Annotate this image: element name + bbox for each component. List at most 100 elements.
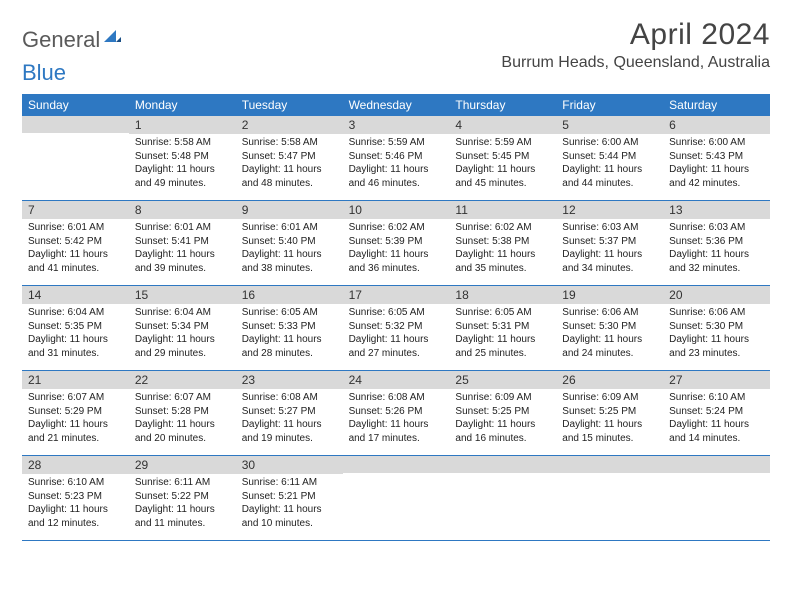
day-details: Sunrise: 5:58 AMSunset: 5:48 PMDaylight:… <box>129 134 236 194</box>
sunrise-line: Sunrise: 5:58 AM <box>242 136 337 150</box>
day-details: Sunrise: 6:08 AMSunset: 5:26 PMDaylight:… <box>343 389 450 449</box>
location-text: Burrum Heads, Queensland, Australia <box>501 54 770 72</box>
daylight-line: Daylight: 11 hours and 20 minutes. <box>135 418 230 445</box>
sunrise-line: Sunrise: 5:59 AM <box>455 136 550 150</box>
day-details: Sunrise: 6:09 AMSunset: 5:25 PMDaylight:… <box>556 389 663 449</box>
day-cell: 20Sunrise: 6:06 AMSunset: 5:30 PMDayligh… <box>663 286 770 370</box>
day-cell <box>449 456 556 540</box>
sunrise-line: Sunrise: 6:09 AM <box>562 391 657 405</box>
sunrise-line: Sunrise: 6:05 AM <box>455 306 550 320</box>
sail-icon <box>102 24 122 50</box>
day-details: Sunrise: 6:05 AMSunset: 5:31 PMDaylight:… <box>449 304 556 364</box>
sunrise-line: Sunrise: 6:02 AM <box>349 221 444 235</box>
daylight-line: Daylight: 11 hours and 23 minutes. <box>669 333 764 360</box>
weekday-header: Tuesday <box>236 94 343 116</box>
day-details: Sunrise: 6:02 AMSunset: 5:39 PMDaylight:… <box>343 219 450 279</box>
sunset-line: Sunset: 5:35 PM <box>28 320 123 334</box>
daylight-line: Daylight: 11 hours and 31 minutes. <box>28 333 123 360</box>
sunrise-line: Sunrise: 6:01 AM <box>242 221 337 235</box>
week-row: 14Sunrise: 6:04 AMSunset: 5:35 PMDayligh… <box>22 286 770 371</box>
sunset-line: Sunset: 5:26 PM <box>349 405 444 419</box>
sunrise-line: Sunrise: 6:01 AM <box>28 221 123 235</box>
day-cell: 23Sunrise: 6:08 AMSunset: 5:27 PMDayligh… <box>236 371 343 455</box>
title-block: April 2024 Burrum Heads, Queensland, Aus… <box>501 18 770 72</box>
day-details: Sunrise: 6:07 AMSunset: 5:28 PMDaylight:… <box>129 389 236 449</box>
day-cell: 16Sunrise: 6:05 AMSunset: 5:33 PMDayligh… <box>236 286 343 370</box>
daylight-line: Daylight: 11 hours and 49 minutes. <box>135 163 230 190</box>
weekday-header: Wednesday <box>343 94 450 116</box>
daylight-line: Daylight: 11 hours and 24 minutes. <box>562 333 657 360</box>
day-cell: 22Sunrise: 6:07 AMSunset: 5:28 PMDayligh… <box>129 371 236 455</box>
brand-logo: General <box>22 18 122 56</box>
sunset-line: Sunset: 5:40 PM <box>242 235 337 249</box>
daylight-line: Daylight: 11 hours and 35 minutes. <box>455 248 550 275</box>
daylight-line: Daylight: 11 hours and 48 minutes. <box>242 163 337 190</box>
day-number <box>663 456 770 473</box>
day-cell: 29Sunrise: 6:11 AMSunset: 5:22 PMDayligh… <box>129 456 236 540</box>
day-details: Sunrise: 6:09 AMSunset: 5:25 PMDaylight:… <box>449 389 556 449</box>
sunset-line: Sunset: 5:30 PM <box>669 320 764 334</box>
day-details: Sunrise: 6:04 AMSunset: 5:34 PMDaylight:… <box>129 304 236 364</box>
day-number: 28 <box>22 456 129 474</box>
day-cell <box>663 456 770 540</box>
day-number: 16 <box>236 286 343 304</box>
day-details: Sunrise: 6:11 AMSunset: 5:21 PMDaylight:… <box>236 474 343 534</box>
day-number: 9 <box>236 201 343 219</box>
daylight-line: Daylight: 11 hours and 42 minutes. <box>669 163 764 190</box>
sunrise-line: Sunrise: 5:58 AM <box>135 136 230 150</box>
daylight-line: Daylight: 11 hours and 25 minutes. <box>455 333 550 360</box>
daylight-line: Daylight: 11 hours and 29 minutes. <box>135 333 230 360</box>
day-number: 13 <box>663 201 770 219</box>
sunset-line: Sunset: 5:41 PM <box>135 235 230 249</box>
sunset-line: Sunset: 5:21 PM <box>242 490 337 504</box>
day-cell: 21Sunrise: 6:07 AMSunset: 5:29 PMDayligh… <box>22 371 129 455</box>
sunset-line: Sunset: 5:27 PM <box>242 405 337 419</box>
day-number: 12 <box>556 201 663 219</box>
day-number <box>22 116 129 133</box>
day-details: Sunrise: 6:06 AMSunset: 5:30 PMDaylight:… <box>556 304 663 364</box>
brand-part1: General <box>22 27 100 53</box>
daylight-line: Daylight: 11 hours and 39 minutes. <box>135 248 230 275</box>
calendar-page: General April 2024 Burrum Heads, Queensl… <box>0 0 792 551</box>
day-details <box>22 133 129 139</box>
daylight-line: Daylight: 11 hours and 16 minutes. <box>455 418 550 445</box>
day-number: 23 <box>236 371 343 389</box>
day-details: Sunrise: 6:03 AMSunset: 5:36 PMDaylight:… <box>663 219 770 279</box>
sunset-line: Sunset: 5:38 PM <box>455 235 550 249</box>
daylight-line: Daylight: 11 hours and 17 minutes. <box>349 418 444 445</box>
daylight-line: Daylight: 11 hours and 11 minutes. <box>135 503 230 530</box>
daylight-line: Daylight: 11 hours and 10 minutes. <box>242 503 337 530</box>
day-number: 25 <box>449 371 556 389</box>
sunset-line: Sunset: 5:39 PM <box>349 235 444 249</box>
day-number: 29 <box>129 456 236 474</box>
day-cell: 18Sunrise: 6:05 AMSunset: 5:31 PMDayligh… <box>449 286 556 370</box>
sunset-line: Sunset: 5:34 PM <box>135 320 230 334</box>
day-cell: 15Sunrise: 6:04 AMSunset: 5:34 PMDayligh… <box>129 286 236 370</box>
day-details: Sunrise: 6:02 AMSunset: 5:38 PMDaylight:… <box>449 219 556 279</box>
day-number: 11 <box>449 201 556 219</box>
sunset-line: Sunset: 5:44 PM <box>562 150 657 164</box>
day-details <box>343 473 450 479</box>
day-details: Sunrise: 6:00 AMSunset: 5:44 PMDaylight:… <box>556 134 663 194</box>
day-cell <box>22 116 129 200</box>
day-number <box>343 456 450 473</box>
sunset-line: Sunset: 5:24 PM <box>669 405 764 419</box>
sunrise-line: Sunrise: 6:04 AM <box>135 306 230 320</box>
day-cell <box>343 456 450 540</box>
daylight-line: Daylight: 11 hours and 41 minutes. <box>28 248 123 275</box>
day-number: 26 <box>556 371 663 389</box>
sunset-line: Sunset: 5:46 PM <box>349 150 444 164</box>
day-number: 17 <box>343 286 450 304</box>
daylight-line: Daylight: 11 hours and 38 minutes. <box>242 248 337 275</box>
sunrise-line: Sunrise: 6:01 AM <box>135 221 230 235</box>
day-cell: 10Sunrise: 6:02 AMSunset: 5:39 PMDayligh… <box>343 201 450 285</box>
sunset-line: Sunset: 5:28 PM <box>135 405 230 419</box>
daylight-line: Daylight: 11 hours and 21 minutes. <box>28 418 123 445</box>
sunset-line: Sunset: 5:45 PM <box>455 150 550 164</box>
weekday-header: Monday <box>129 94 236 116</box>
day-number: 2 <box>236 116 343 134</box>
daylight-line: Daylight: 11 hours and 12 minutes. <box>28 503 123 530</box>
day-cell: 27Sunrise: 6:10 AMSunset: 5:24 PMDayligh… <box>663 371 770 455</box>
weekday-header-row: SundayMondayTuesdayWednesdayThursdayFrid… <box>22 94 770 116</box>
sunset-line: Sunset: 5:29 PM <box>28 405 123 419</box>
